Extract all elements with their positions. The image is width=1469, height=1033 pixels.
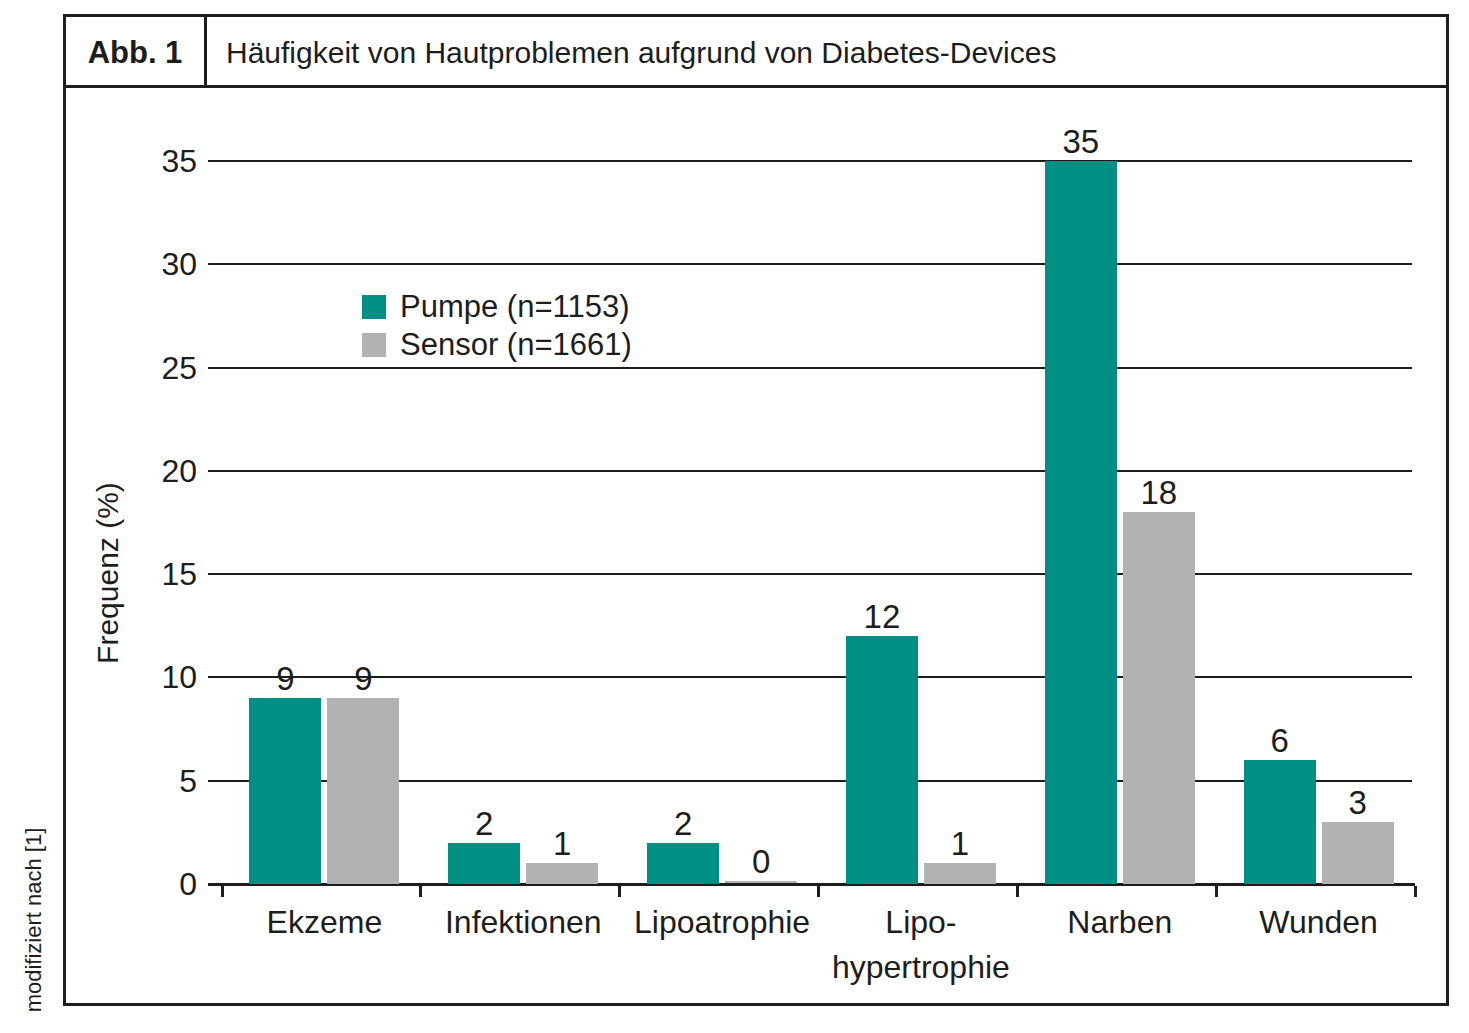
bar-chart: 0510152025303599Ekzeme21Infektionen20Lip… — [0, 0, 1469, 1033]
bar-value-label: 3 — [1298, 786, 1418, 820]
bar-value-label: 2 — [623, 807, 743, 841]
bar-sensor-5 — [1322, 822, 1394, 884]
legend-item: Pumpe (n=1153) — [362, 288, 662, 326]
y-tick-label: 15 — [87, 557, 197, 591]
y-tick-label: 0 — [87, 867, 197, 901]
legend-swatch — [362, 295, 386, 319]
bar-sensor-4 — [1123, 512, 1195, 884]
bar-pumpe-0 — [249, 698, 321, 884]
gridline-30 — [208, 263, 1412, 265]
bar-sensor-2 — [725, 881, 797, 883]
x-axis-tick — [1016, 886, 1019, 897]
legend-item: Sensor (n=1661) — [362, 326, 662, 364]
bar-value-label: 0 — [701, 845, 821, 879]
bar-value-label: 35 — [1021, 125, 1141, 159]
bar-pumpe-4 — [1045, 161, 1117, 884]
bar-value-label: 9 — [303, 662, 423, 696]
bar-value-label: 1 — [502, 827, 622, 861]
legend-swatch — [362, 333, 386, 357]
bar-value-label: 1 — [900, 827, 1020, 861]
legend-label: Pumpe (n=1153) — [400, 288, 630, 326]
figure: Abb. 1 Häufigkeit von Hautproblemen aufg… — [0, 0, 1469, 1033]
y-tick-label: 5 — [87, 764, 197, 798]
bar-value-label: 6 — [1220, 724, 1340, 758]
x-axis-tick — [618, 886, 621, 897]
x-axis-tick — [1414, 886, 1417, 897]
bar-sensor-1 — [526, 863, 598, 884]
x-axis-tick — [1215, 886, 1218, 897]
gridline-15 — [208, 573, 1412, 575]
x-axis-tick — [817, 886, 820, 897]
x-category-label: Wunden — [1159, 900, 1469, 945]
bar-sensor-0 — [327, 698, 399, 884]
y-tick-label: 10 — [87, 660, 197, 694]
bar-pumpe-5 — [1244, 760, 1316, 884]
y-tick-label: 20 — [87, 454, 197, 488]
legend-label: Sensor (n=1661) — [400, 326, 632, 364]
y-tick-label: 35 — [87, 144, 197, 178]
gridline-25 — [208, 367, 1412, 369]
bar-value-label: 12 — [822, 600, 942, 634]
bar-value-label: 18 — [1099, 476, 1219, 510]
y-tick-label: 30 — [87, 247, 197, 281]
gridline-20 — [208, 470, 1412, 472]
gridline-35 — [208, 160, 1412, 162]
y-tick-label: 25 — [87, 351, 197, 385]
x-axis-tick — [221, 886, 224, 897]
x-axis-tick — [419, 886, 422, 897]
bar-sensor-3 — [924, 863, 996, 884]
